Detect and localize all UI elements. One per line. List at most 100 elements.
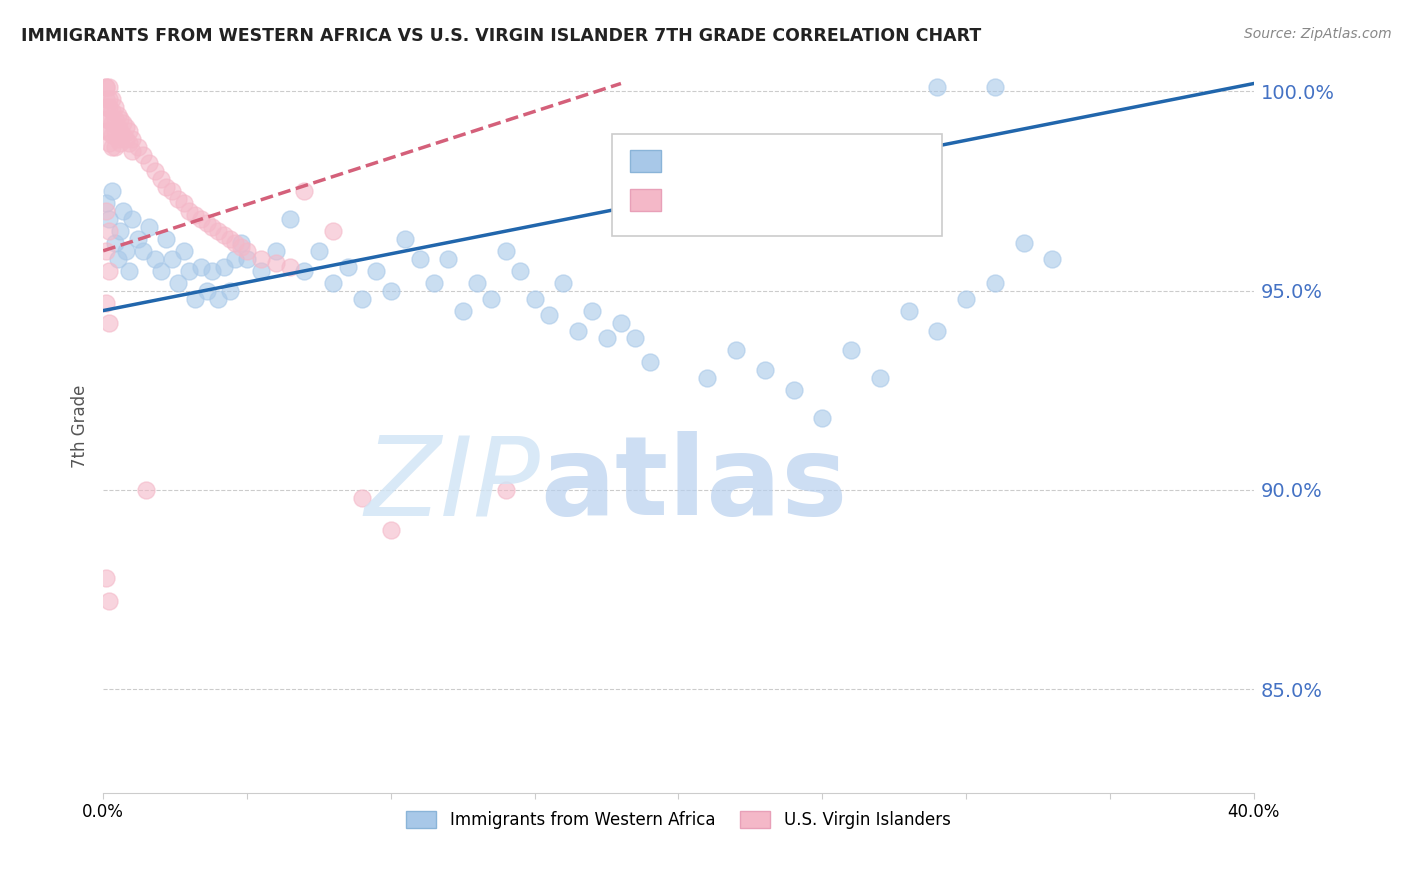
Point: [231, 240, 253, 254]
Point: [115, 132, 138, 146]
Point: [110, 136, 132, 151]
Point: [190, 211, 212, 226]
Point: [118, 264, 141, 278]
Point: [366, 264, 388, 278]
Point: [567, 324, 589, 338]
Point: [107, 120, 129, 135]
Point: [97, 100, 120, 114]
Point: [523, 292, 546, 306]
Point: [350, 491, 373, 505]
Point: [308, 244, 330, 258]
Point: [97, 211, 120, 226]
Point: [336, 260, 359, 274]
Point: [110, 224, 132, 238]
Point: [724, 343, 747, 358]
Point: [94, 92, 117, 106]
Point: [668, 211, 690, 226]
Point: [100, 116, 122, 130]
Point: [112, 128, 135, 143]
Point: [451, 303, 474, 318]
Point: [212, 260, 235, 274]
Point: [465, 276, 488, 290]
Point: [869, 371, 891, 385]
Point: [509, 264, 531, 278]
Point: [94, 570, 117, 584]
Point: [173, 196, 195, 211]
Point: [167, 192, 190, 206]
Point: [94, 295, 117, 310]
Point: [408, 252, 430, 266]
Point: [132, 244, 155, 258]
Point: [118, 124, 141, 138]
Point: [97, 124, 120, 138]
Point: [495, 483, 517, 497]
Point: [97, 92, 120, 106]
Point: [155, 180, 177, 194]
Point: [927, 324, 949, 338]
Point: [121, 145, 143, 159]
Point: [638, 355, 661, 369]
Point: [104, 100, 127, 114]
Point: [278, 211, 301, 226]
Point: [155, 232, 177, 246]
Point: [380, 284, 402, 298]
Point: [322, 224, 344, 238]
Point: [121, 132, 143, 146]
Point: [610, 316, 633, 330]
Point: [782, 384, 804, 398]
Point: [201, 219, 224, 234]
Point: [394, 232, 416, 246]
Point: [121, 211, 143, 226]
Point: [195, 284, 218, 298]
Point: [754, 363, 776, 377]
Point: [107, 252, 129, 266]
Point: [624, 331, 647, 345]
Point: [104, 235, 127, 250]
Point: [94, 244, 117, 258]
Point: [104, 112, 127, 127]
Point: [423, 276, 446, 290]
Text: R =  0.171   N = 74: R = 0.171 N = 74: [672, 184, 863, 203]
Point: [231, 235, 253, 250]
Point: [112, 116, 135, 130]
Point: [250, 264, 273, 278]
Point: [100, 104, 122, 119]
Point: [224, 235, 246, 250]
Point: [118, 136, 141, 151]
Point: [350, 292, 373, 306]
Point: [160, 252, 183, 266]
Point: [104, 124, 127, 138]
Point: [236, 252, 259, 266]
Point: [107, 108, 129, 122]
Point: [984, 276, 1007, 290]
Point: [143, 164, 166, 178]
Point: [115, 244, 138, 258]
Point: [115, 120, 138, 135]
Point: [264, 244, 287, 258]
Legend: Immigrants from Western Africa, U.S. Virgin Islanders: Immigrants from Western Africa, U.S. Vir…: [399, 804, 957, 836]
Point: [94, 80, 117, 95]
Point: [107, 132, 129, 146]
Point: [294, 264, 316, 278]
Point: [97, 112, 120, 127]
Point: [839, 343, 862, 358]
Point: [149, 264, 172, 278]
Point: [97, 264, 120, 278]
Point: [127, 140, 149, 154]
Point: [138, 156, 160, 170]
Point: [97, 224, 120, 238]
Point: [97, 136, 120, 151]
Point: [1042, 252, 1064, 266]
Point: [100, 140, 122, 154]
Point: [595, 331, 617, 345]
Text: ZIP: ZIP: [364, 431, 540, 538]
Point: [97, 316, 120, 330]
Point: [94, 112, 117, 127]
Point: [110, 112, 132, 127]
Point: [135, 483, 157, 497]
Point: [207, 292, 229, 306]
Point: [236, 244, 259, 258]
Point: [955, 292, 977, 306]
Point: [173, 244, 195, 258]
Point: [100, 128, 122, 143]
